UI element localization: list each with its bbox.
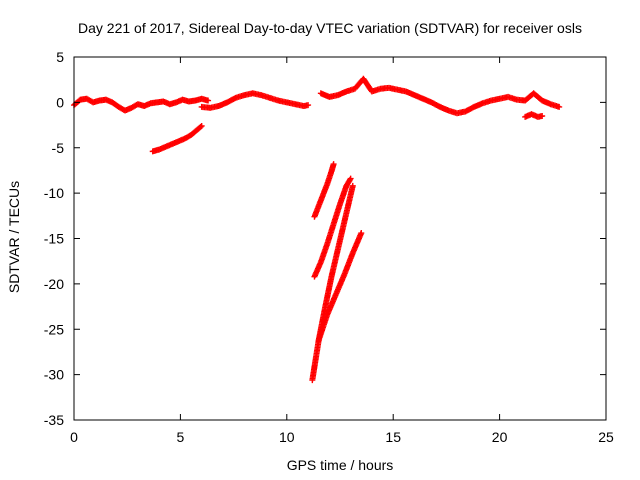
x-tick-label: 0 (70, 429, 78, 445)
y-axis-label: SDTVAR / TECUs (6, 181, 22, 293)
x-tick-label: 15 (385, 429, 401, 445)
y-tick-label: -35 (44, 412, 64, 428)
y-tick-label: -15 (44, 231, 64, 247)
data-point (346, 176, 353, 183)
data-series-layer (71, 75, 563, 384)
y-tick-label: -25 (44, 321, 64, 337)
series-track-dip-4-6h (149, 122, 205, 155)
chart-title: Day 221 of 2017, Sidereal Day-to-day VTE… (78, 20, 582, 36)
data-point (305, 102, 312, 109)
series-track-drop-c (309, 182, 356, 384)
series-track-baseline-mid (198, 90, 312, 111)
series-track-baseline-early (71, 95, 212, 114)
axes-layer: 0 5 10 15 20 25 5 0 -5 -10 -15 -20 -25 -30 -35 (44, 49, 614, 445)
series-track-21h-side (522, 111, 546, 120)
x-axis-label: GPS time / hours (287, 457, 394, 473)
data-point (205, 97, 212, 104)
y-tick-label: -30 (44, 367, 64, 383)
data-point (330, 161, 337, 168)
data-point (556, 103, 563, 110)
y-tick-label: -20 (44, 276, 64, 292)
x-tick-label: 25 (598, 429, 614, 445)
data-point (349, 182, 356, 189)
y-tick-label: 5 (56, 49, 64, 65)
data-point (197, 123, 204, 130)
y-tick-label: 0 (56, 94, 64, 110)
y-tick-label: -10 (44, 185, 64, 201)
series-track-drop-d (315, 230, 365, 344)
data-point (539, 112, 546, 119)
data-point (358, 230, 365, 237)
y-tick-label: -5 (52, 140, 65, 156)
series-track-drop-a (311, 161, 337, 220)
plot-frame (73, 56, 607, 421)
x-tick-label: 10 (279, 429, 295, 445)
data-point (198, 122, 205, 129)
x-tick-label: 5 (177, 429, 185, 445)
data-point (347, 175, 354, 182)
series-track-drop-b (311, 175, 354, 280)
series-track-baseline-late (317, 75, 563, 117)
x-tick-label: 20 (492, 429, 508, 445)
